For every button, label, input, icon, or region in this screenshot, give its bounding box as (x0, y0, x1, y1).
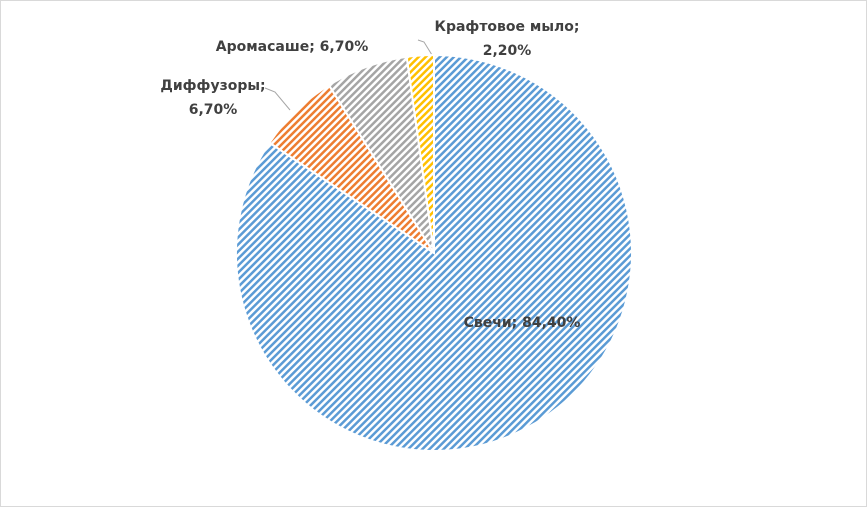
data-label: Свечи; 84,40% (464, 315, 581, 331)
data-label: Аромасаше; 6,70% (216, 39, 369, 55)
data-label: Диффузоры; 6,70% (160, 78, 265, 118)
data-label: Крафтовое мыло; 2,20% (435, 19, 580, 59)
pie-slice (405, 53, 435, 254)
leader-line (417, 39, 433, 56)
leader-line (264, 87, 291, 111)
pie-slice (235, 53, 633, 452)
